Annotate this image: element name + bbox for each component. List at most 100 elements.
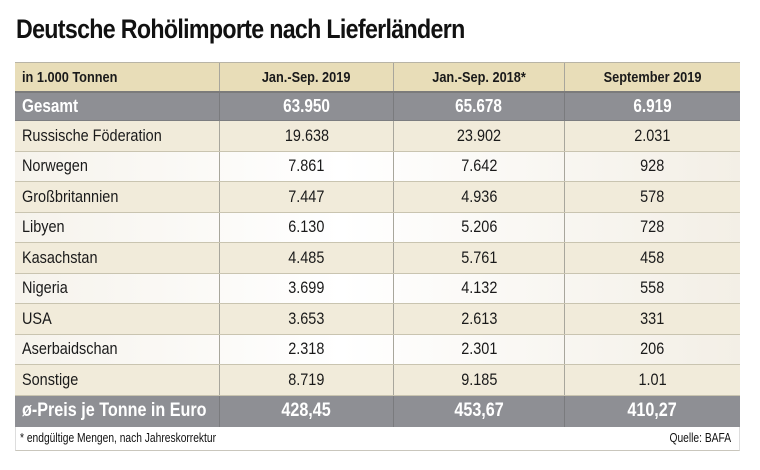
imports-table: in 1.000 Tonnen Jan.-Sep. 2019 Jan.-Sep.…: [15, 62, 740, 451]
cell-value: 3.699: [288, 278, 325, 298]
row-label: Libyen: [22, 217, 65, 237]
table-row: Sonstige 8.719 9.185 1.01: [15, 365, 740, 396]
value-jan-sep-2019: 7.861: [220, 151, 394, 181]
cell-value: 63.950: [283, 96, 330, 116]
value-jan-sep-2018: 4.132: [394, 273, 565, 303]
source-note: Quelle: BAFA: [669, 431, 731, 445]
value-jan-sep-2018: 2.301: [394, 334, 565, 364]
value-jan-sep-2019: 7.447: [220, 182, 394, 212]
price-label: ø-Preis je Tonne in Euro: [15, 395, 220, 427]
value-jan-sep-2019: 4.485: [220, 243, 394, 273]
cell-value: 2.301: [460, 339, 498, 359]
country-label: Sonstige: [15, 365, 220, 395]
row-label: Russische Föderation: [22, 125, 162, 145]
value-jan-sep-2018: 5.206: [394, 212, 565, 242]
table-row: Aserbaidschan 2.318 2.301 206: [15, 334, 740, 365]
country-label: Libyen: [15, 212, 220, 242]
row-label: USA: [22, 308, 52, 328]
table-row: Kasachstan 4.485 5.761 458: [15, 243, 740, 274]
row-label: ø-Preis je Tonne in Euro: [22, 400, 207, 421]
chart-title: Deutsche Rohölimporte nach Lieferländern: [16, 14, 465, 44]
cell-value: 4.132: [460, 278, 498, 298]
table-row: USA 3.653 2.613 331: [15, 304, 740, 335]
column-header-label: Jan.-Sep. 2018*: [432, 68, 526, 86]
cell-value: 331: [640, 308, 665, 328]
cell-value: 578: [640, 186, 665, 206]
cell-value: 558: [640, 278, 665, 298]
cell-value: 453,67: [454, 400, 504, 421]
cell-value: 7.447: [288, 186, 325, 206]
cell-value: 9.185: [460, 369, 498, 389]
row-label: Nigeria: [22, 278, 68, 298]
value-september-2019: 728: [565, 213, 740, 243]
cell-value: 5.761: [460, 247, 498, 267]
value-jan-sep-2019: 3.653: [220, 304, 394, 334]
cell-value: 4.485: [288, 247, 325, 267]
cell-value: 3.653: [288, 308, 325, 328]
value-jan-sep-2019: 6.130: [220, 212, 394, 242]
row-label: Gesamt: [22, 96, 79, 116]
cell-value: 2.031: [634, 125, 671, 145]
total-value: 63.950: [220, 93, 394, 120]
value-september-2019: 331: [565, 304, 740, 334]
cell-value: 6.130: [288, 217, 325, 237]
row-label: Großbritannien: [22, 186, 119, 206]
column-header-label: Jan.-Sep. 2019: [262, 68, 351, 86]
cell-value: 4.936: [460, 186, 498, 206]
value-jan-sep-2018: 9.185: [394, 365, 565, 395]
cell-value: 65.678: [455, 96, 503, 116]
total-value: 6.919: [565, 93, 740, 120]
cell-value: 1.01: [638, 369, 667, 389]
price-value: 428,45: [220, 395, 394, 427]
price-value: 453,67: [394, 395, 565, 427]
value-september-2019: 928: [565, 152, 740, 182]
value-jan-sep-2019: 19.638: [220, 121, 394, 151]
country-label: Aserbaidschan: [15, 334, 220, 364]
cell-value: 19.638: [284, 125, 329, 145]
value-september-2019: 458: [565, 243, 740, 273]
country-label: Großbritannien: [15, 182, 220, 212]
table-price-row: ø-Preis je Tonne in Euro 428,45 453,67 4…: [15, 395, 740, 427]
cell-value: 728: [640, 217, 665, 237]
value-jan-sep-2019: 3.699: [220, 273, 394, 303]
cell-value: 7.861: [288, 156, 325, 176]
value-jan-sep-2019: 2.318: [220, 334, 394, 364]
value-jan-sep-2019: 8.719: [220, 365, 394, 395]
row-label: Norwegen: [22, 156, 88, 176]
cell-value: 410,27: [627, 400, 678, 421]
table-row: Libyen 6.130 5.206 728: [15, 212, 740, 243]
country-label: Nigeria: [15, 273, 220, 303]
cell-value: 206: [640, 339, 665, 359]
price-value: 410,27: [565, 396, 740, 427]
table-row: Russische Föderation 19.638 23.902 2.031: [15, 121, 740, 152]
cell-value: 928: [640, 156, 665, 176]
value-september-2019: 1.01: [565, 365, 740, 395]
value-jan-sep-2018: 4.936: [394, 182, 565, 212]
row-label: Sonstige: [22, 369, 79, 389]
total-label: Gesamt: [15, 93, 220, 120]
cell-value: 8.719: [288, 369, 325, 389]
table-row: Norwegen 7.861 7.642 928: [15, 151, 740, 182]
column-header-jan-sep-2018: Jan.-Sep. 2018*: [394, 63, 565, 91]
column-header-label: in 1.000 Tonnen: [22, 68, 118, 86]
row-label: Kasachstan: [22, 247, 98, 267]
value-september-2019: 578: [565, 182, 740, 212]
country-label: Norwegen: [15, 151, 220, 181]
country-label: Russische Föderation: [15, 121, 220, 151]
value-september-2019: 206: [565, 335, 740, 365]
column-header-jan-sep-2019: Jan.-Sep. 2019: [220, 63, 394, 91]
value-jan-sep-2018: 2.613: [394, 304, 565, 334]
value-jan-sep-2018: 23.902: [394, 121, 565, 151]
value-jan-sep-2018: 5.761: [394, 243, 565, 273]
cell-value: 23.902: [456, 125, 502, 145]
cell-value: 5.206: [460, 217, 498, 237]
footnote: * endgültige Mengen, nach Jahreskorrektu…: [20, 431, 217, 445]
cell-value: 458: [640, 247, 665, 267]
country-label: USA: [15, 304, 220, 334]
cell-value: 6.919: [633, 96, 672, 116]
value-jan-sep-2018: 7.642: [394, 151, 565, 181]
table-row: Nigeria 3.699 4.132 558: [15, 273, 740, 304]
row-label: Aserbaidschan: [22, 339, 118, 359]
value-september-2019: 2.031: [565, 121, 740, 151]
column-header-unit: in 1.000 Tonnen: [15, 63, 220, 91]
